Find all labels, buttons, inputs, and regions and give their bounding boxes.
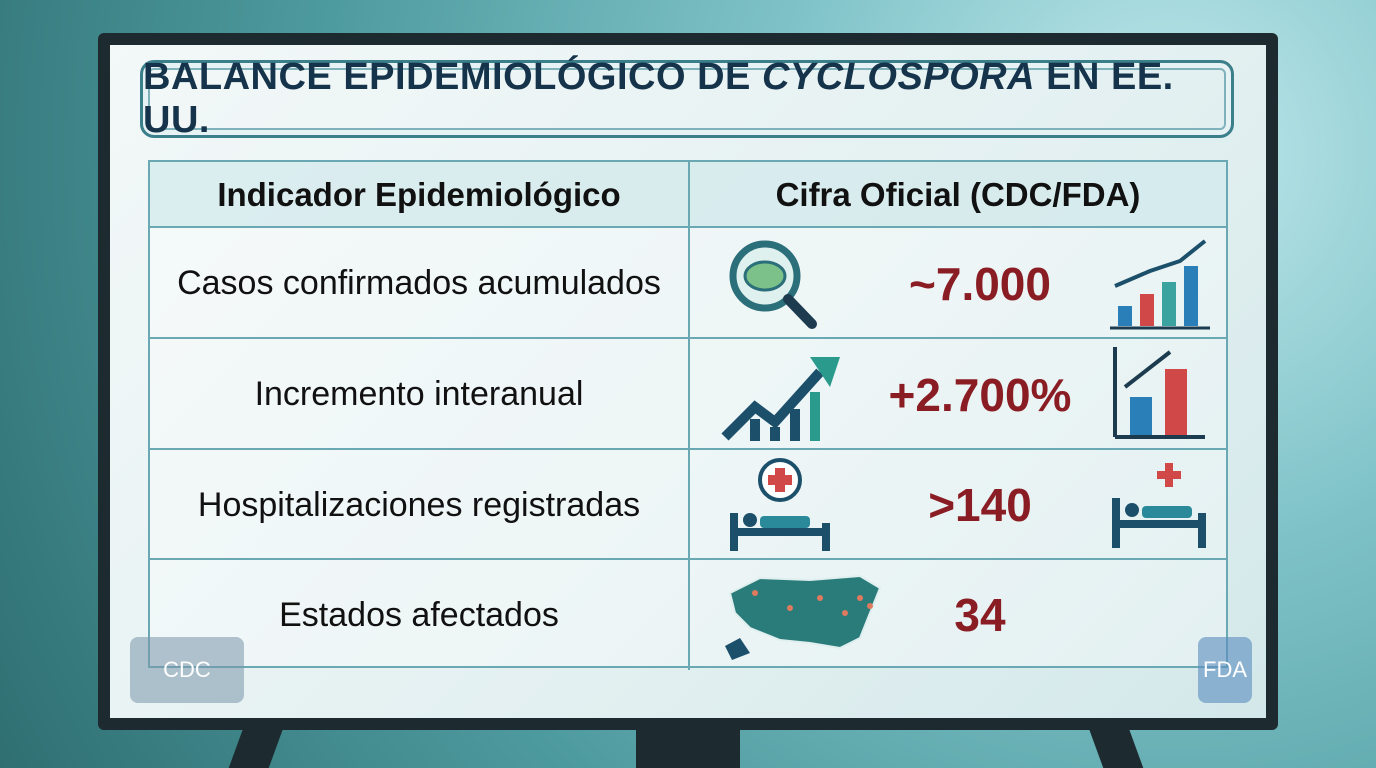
row-icon: [1110, 458, 1220, 554]
row-value: >140: [928, 479, 1032, 531]
row-label: Hospitalizaciones registradas: [150, 450, 690, 560]
monitor-stand: [636, 728, 740, 768]
icon-graphic: [730, 458, 830, 551]
title-text: BALANCE EPIDEMIOLÓGICO DE: [143, 56, 751, 98]
row-value: 34: [954, 589, 1006, 641]
cdc-logo: CDC: [130, 637, 244, 703]
row-icon: [1110, 236, 1220, 332]
row-value: +2.700%: [888, 368, 1072, 421]
row-label: Incremento interanual: [150, 339, 690, 450]
fda-logo: FDA: [1198, 637, 1252, 703]
row-label: Casos confirmados acumulados: [150, 228, 690, 339]
table-row: Casos confirmados acumulados ~7.000: [150, 226, 1226, 339]
row-icon: [720, 236, 850, 332]
table-row: Hospitalizaciones registradas >140: [150, 448, 1226, 560]
logo-text: FDA: [1203, 657, 1247, 682]
row-value: ~7.000: [909, 257, 1051, 310]
table-row: Incremento interanual +2.700%: [150, 337, 1226, 450]
monitor-leg: [228, 728, 284, 768]
title: BALANCE EPIDEMIOLÓGICO DE CYCLOSPORA EN …: [143, 56, 1231, 142]
row-label: Estados afectados: [150, 560, 690, 670]
header-row: Indicador Epidemiológico Cifra Oficial (…: [150, 160, 1226, 228]
icon-graphic: [1110, 239, 1210, 330]
table: Indicador Epidemiológico Cifra Oficial (…: [148, 160, 1228, 670]
title-box: BALANCE EPIDEMIOLÓGICO DE CYCLOSPORA EN …: [140, 56, 1234, 141]
icon-graphic: [725, 574, 882, 660]
row-icon: [720, 458, 850, 554]
row-icon: [720, 347, 850, 443]
icon-graphic: [1112, 463, 1206, 548]
icon-graphic: [1113, 347, 1205, 439]
icon-graphic: [729, 240, 817, 329]
title-text: EN EE. UU.: [143, 56, 1174, 141]
icon-graphic: [721, 357, 840, 441]
title-italic: CYCLOSPORA: [761, 56, 1036, 98]
row-icon: [1110, 347, 1220, 443]
logo-text: CDC: [163, 657, 211, 682]
column-header: Indicador Epidemiológico: [150, 162, 690, 228]
table-row: Estados afectados 34: [150, 558, 1226, 670]
row-icon: [720, 568, 882, 664]
monitor-leg: [1088, 728, 1144, 768]
column-header: Cifra Oficial (CDC/FDA): [690, 162, 1226, 228]
